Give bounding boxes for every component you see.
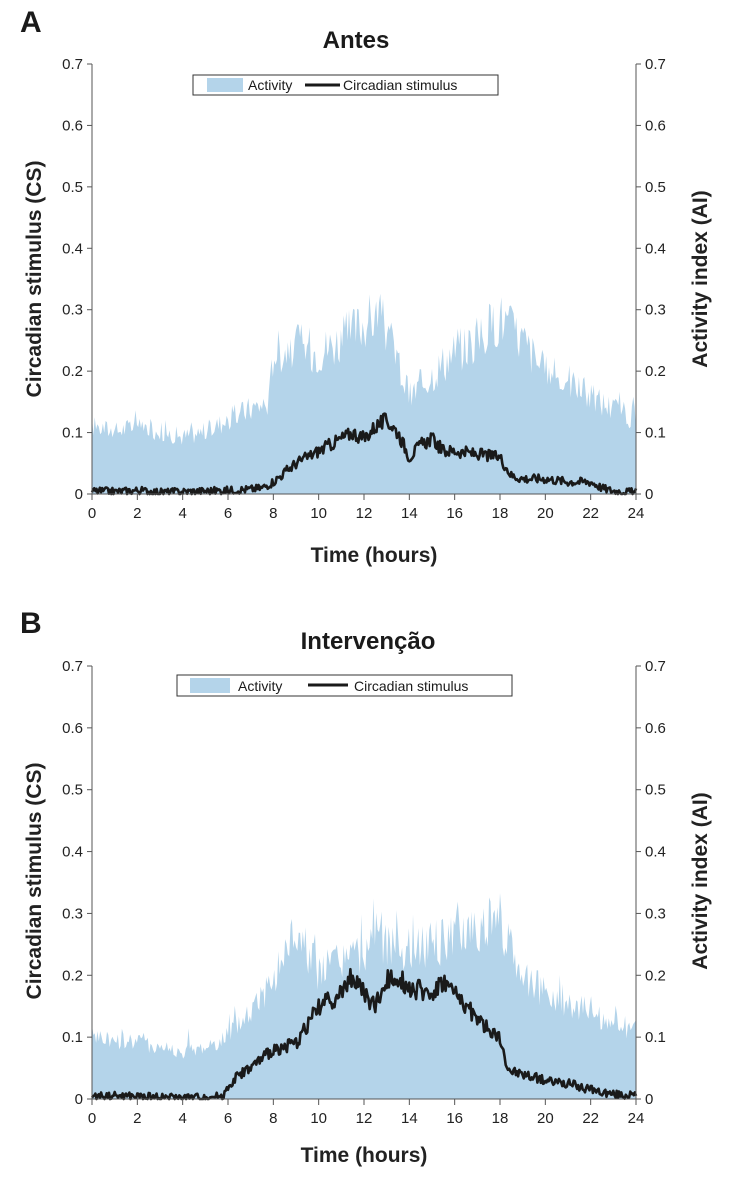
y-tick-label-right-b: 0.5: [645, 782, 666, 799]
x-tick-label-b: 8: [269, 1110, 277, 1127]
legend-b: Activity Circadian stimulus: [176, 674, 513, 697]
x-tick-label-b: 18: [492, 1110, 509, 1127]
x-tick-label-b: 10: [310, 1110, 327, 1127]
legend-box-a: [192, 74, 499, 96]
panel-letter-b: B: [20, 607, 42, 640]
x-tick-label-b: 20: [537, 1110, 554, 1127]
y-tick-label-right-b: 0.6: [645, 720, 666, 737]
y-tick-label-right-a: 0: [645, 486, 653, 503]
y-axis-right-label-a: Activity index (AI): [689, 190, 712, 367]
x-tick-label-a: 24: [628, 505, 645, 522]
panel-b: B Intervenção 0 00.1 0.10.2 0.20.3 0.30.4 0.4…: [20, 607, 712, 1167]
y-tick-label-left-a: 0.7: [62, 56, 83, 73]
x-tick-label-b: 12: [356, 1110, 373, 1127]
x-tick-label-a: 0: [88, 505, 96, 522]
y-tick-label-right-b: 0.1: [645, 1029, 666, 1046]
y-axis-left-label-b: Circadian stimulus (CS): [23, 763, 46, 1000]
y-tick-label-right-a: 0.5: [645, 179, 666, 196]
y-tick-label-right-a: 0.4: [645, 240, 666, 257]
panel-a: A Antes 0 00.1 0.10.2 0.20.3 0.30.4 0.40.5 0.5…: [20, 6, 712, 567]
legend-label-stimulus-b: Circadian stimulus: [354, 678, 468, 694]
x-tick-label-b: 24: [628, 1110, 645, 1127]
x-tick-label-b: 14: [401, 1110, 418, 1127]
x-tick-label-a: 16: [446, 505, 463, 522]
y-tick-label-left-b: 0.4: [62, 844, 83, 861]
y-tick-label-right-b: 0.4: [645, 844, 666, 861]
x-tick-label-b: 6: [224, 1110, 232, 1127]
x-tick-label-a: 2: [133, 505, 141, 522]
x-tick-label-a: 22: [582, 505, 599, 522]
y-tick-label-left-b: 0.3: [62, 905, 83, 922]
y-axis-right-label-b: Activity index (AI): [689, 792, 712, 969]
x-tick-label-a: 14: [401, 505, 418, 522]
y-tick-label-right-a: 0.7: [645, 56, 666, 73]
x-tick-label-a: 12: [356, 505, 373, 522]
y-tick-label-left-a: 0.4: [62, 240, 83, 257]
plot-area-a: 0 00.1 0.10.2 0.20.3 0.30.4 0.40.5 0.50.6 0.60.…: [62, 56, 666, 522]
y-tick-label-right-a: 0.3: [645, 302, 666, 319]
y-tick-label-left-a: 0.5: [62, 179, 83, 196]
chart-title-b: Intervenção: [301, 628, 436, 655]
y-tick-label-right-a: 0.6: [645, 117, 666, 134]
legend-label-stimulus-a: Circadian stimulus: [343, 77, 457, 93]
plot-area-b: 0 00.1 0.10.2 0.20.3 0.30.4 0.40.5 0.50.6 0.60.…: [62, 658, 666, 1127]
y-tick-label-right-a: 0.2: [645, 363, 666, 380]
y-tick-label-left-a: 0: [75, 486, 83, 503]
x-tick-label-a: 18: [492, 505, 509, 522]
x-axis-label-b: Time (hours): [301, 1144, 428, 1167]
x-tick-label-b: 22: [582, 1110, 599, 1127]
y-tick-label-left-b: 0.5: [62, 782, 83, 799]
y-tick-label-right-b: 0: [645, 1091, 653, 1108]
y-tick-label-right-a: 0.1: [645, 425, 666, 442]
x-tick-label-b: 0: [88, 1110, 96, 1127]
y-tick-label-left-b: 0.6: [62, 720, 83, 737]
y-tick-label-left-a: 0.2: [62, 363, 83, 380]
x-tick-label-a: 4: [178, 505, 186, 522]
x-tick-label-b: 4: [178, 1110, 186, 1127]
y-tick-label-right-b: 0.7: [645, 658, 666, 675]
x-tick-label-b: 2: [133, 1110, 141, 1127]
x-tick-label-a: 10: [310, 505, 327, 522]
legend-label-activity-a: Activity: [248, 77, 292, 93]
panel-letter-a: A: [20, 6, 42, 39]
y-tick-label-right-b: 0.3: [645, 905, 666, 922]
chart-title-a: Antes: [323, 27, 390, 54]
x-tick-label-b: 16: [446, 1110, 463, 1127]
x-tick-label-a: 6: [224, 505, 232, 522]
y-tick-label-left-a: 0.6: [62, 117, 83, 134]
y-tick-label-left-b: 0.1: [62, 1029, 83, 1046]
y-tick-label-left-a: 0.3: [62, 302, 83, 319]
legend-swatch-activity-a: [207, 78, 243, 92]
legend-swatch-activity-b: [190, 678, 230, 693]
y-tick-label-left-b: 0: [75, 1091, 83, 1108]
x-axis-label-a: Time (hours): [311, 544, 438, 567]
legend-a: Activity Circadian stimulus: [192, 74, 499, 96]
x-tick-label-a: 8: [269, 505, 277, 522]
y-tick-label-right-b: 0.2: [645, 967, 666, 984]
y-tick-label-left-b: 0.7: [62, 658, 83, 675]
activity-area-a: [92, 293, 636, 494]
y-axis-left-label-a: Circadian stimulus (CS): [23, 161, 46, 398]
legend-label-activity-b: Activity: [238, 678, 282, 694]
x-tick-label-a: 20: [537, 505, 554, 522]
y-tick-label-left-b: 0.2: [62, 967, 83, 984]
y-tick-label-left-a: 0.1: [62, 425, 83, 442]
